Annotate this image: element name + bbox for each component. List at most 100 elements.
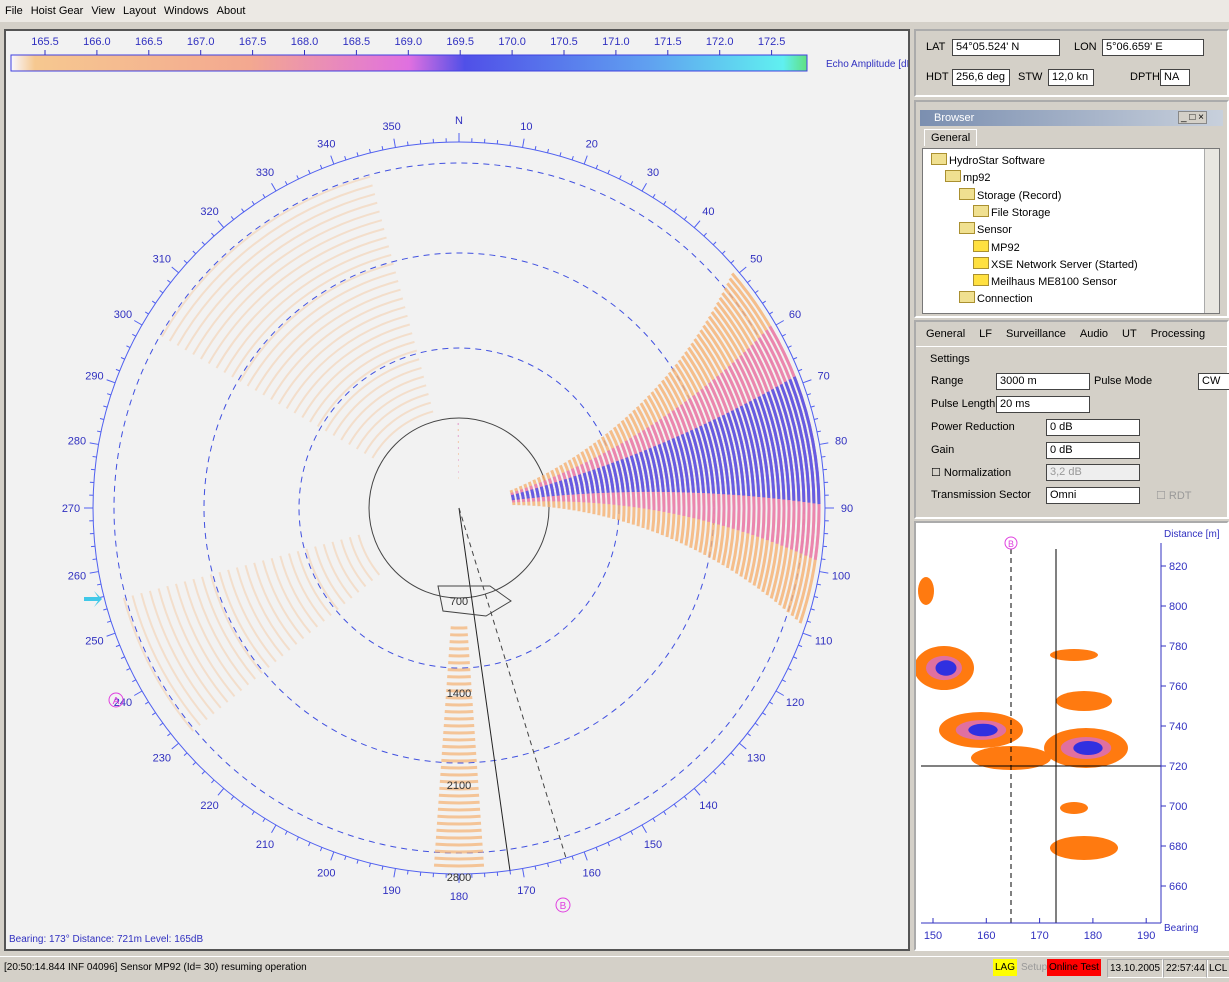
menu-item[interactable]: View: [91, 5, 115, 17]
tree-item[interactable]: MP92: [973, 240, 1020, 254]
tree-item[interactable]: Storage (Record): [959, 188, 1061, 202]
bearing-tick: [126, 346, 130, 348]
bearing-tick: [747, 280, 750, 282]
bearing-tick: [100, 597, 104, 598]
bearing-tick: [357, 152, 358, 156]
tree-item[interactable]: Connection: [959, 291, 1033, 305]
echo: [575, 476, 579, 494]
echo: [594, 470, 599, 493]
folder-icon: [945, 170, 961, 182]
bearing-tick: [152, 301, 155, 303]
y-tick-label: 700: [1169, 801, 1187, 813]
colorbar-tick-label: 171.0: [602, 36, 630, 48]
echo: [512, 495, 513, 500]
bearing-tick: [762, 713, 765, 715]
bearing-tick: [252, 811, 254, 814]
bearing-tick: [523, 139, 525, 148]
tree-item[interactable]: Meilhaus ME8100 Sensor: [973, 274, 1117, 288]
tab[interactable]: Surveillance: [1006, 328, 1066, 340]
bearing-tick: [560, 152, 561, 156]
folder-icon: [959, 188, 975, 200]
bearing-tick: [535, 146, 536, 150]
bearing-tick: [817, 584, 821, 585]
colorbar-tick-label: 169.5: [446, 36, 474, 48]
bearing-tick: [107, 394, 111, 395]
menu-item[interactable]: Hoist Gear: [31, 5, 84, 17]
bearing-tick: [776, 691, 784, 696]
label: HDT: [926, 71, 949, 83]
bearing-tick: [331, 852, 334, 860]
bearing-tick: [642, 825, 647, 833]
tree-label: mp92: [963, 172, 991, 184]
spin[interactable]: 0 dB: [1046, 442, 1140, 459]
scrollbar[interactable]: [1204, 149, 1219, 313]
bearing-label: 290: [85, 370, 103, 382]
bearing-label: 170: [517, 885, 535, 897]
echo: [584, 473, 588, 494]
bearing-tick: [202, 242, 205, 245]
lcl: LCL: [1206, 959, 1229, 978]
menu-item[interactable]: About: [217, 5, 246, 17]
tree-item[interactable]: Sensor: [959, 222, 1012, 236]
bearing-tick: [152, 713, 155, 715]
colorbar-tick-label: 169.0: [395, 36, 423, 48]
bearing-tick: [167, 733, 170, 735]
menu-item[interactable]: Windows: [164, 5, 209, 17]
tab[interactable]: LF: [979, 328, 992, 340]
window-buttons[interactable]: _ □ ×: [1178, 111, 1207, 124]
combo[interactable]: Omni: [1046, 487, 1140, 504]
combo[interactable]: 3000 m: [996, 373, 1090, 390]
bearing-tick: [747, 733, 750, 735]
bearing-tick: [523, 868, 525, 877]
echo: [306, 549, 338, 610]
folder-icon: [973, 240, 989, 252]
menu-item[interactable]: File: [5, 5, 23, 17]
combo[interactable]: 20 ms: [996, 396, 1090, 413]
bearing-tick: [297, 175, 299, 179]
bearing-tick: [713, 242, 716, 245]
tab[interactable]: Processing: [1151, 328, 1205, 340]
tree-item[interactable]: mp92: [945, 170, 991, 184]
bearing-tick: [782, 680, 786, 682]
bearing-tick: [731, 753, 734, 756]
bearing-tick: [793, 358, 797, 360]
bearing-tick: [211, 780, 214, 783]
bearing-tick: [584, 156, 587, 164]
tab[interactable]: Audio: [1080, 328, 1108, 340]
combo[interactable]: 0 dB: [1046, 419, 1140, 436]
x-tick-label: 150: [924, 930, 942, 942]
menu-item[interactable]: Layout: [123, 5, 156, 17]
echo: [185, 582, 242, 691]
tab[interactable]: UT: [1122, 328, 1137, 340]
colorbar: [11, 55, 807, 71]
bearing-label: 300: [114, 309, 132, 321]
bearing-tick: [285, 831, 287, 835]
tab[interactable]: General: [924, 129, 977, 146]
colorbar-tick-label: 165.5: [31, 36, 59, 48]
bearing-tick: [788, 346, 792, 348]
tree-item[interactable]: HydroStar Software: [931, 153, 1045, 167]
bearing-tick: [103, 609, 107, 610]
bearing-tick: [722, 251, 725, 254]
echo: [444, 718, 473, 719]
checkbox[interactable]: ☐ Normalization: [931, 466, 1011, 479]
combo[interactable]: CW: [1198, 373, 1229, 390]
tree-label: Meilhaus ME8100 Sensor: [991, 276, 1117, 288]
bearing-tick: [107, 621, 111, 622]
tree-item[interactable]: File Storage: [973, 205, 1050, 219]
echo: [541, 487, 543, 497]
bearing-label: 30: [647, 167, 659, 179]
colorbar-tick-label: 168.0: [291, 36, 319, 48]
bearing-tick: [382, 866, 383, 870]
tree-item[interactable]: XSE Network Server (Started): [973, 257, 1138, 271]
label: Power Reduction: [931, 421, 1015, 433]
bearing-tick: [755, 291, 758, 293]
label: Gain: [931, 444, 954, 456]
bearing-tick: [90, 443, 99, 445]
bearing-tick: [548, 863, 549, 867]
bearing-label: 150: [644, 839, 662, 851]
bearing-tick: [572, 856, 573, 860]
bearing-label: 10: [520, 121, 532, 133]
checkbox: ☐ RDT: [1156, 489, 1192, 502]
tab[interactable]: General: [926, 328, 965, 340]
